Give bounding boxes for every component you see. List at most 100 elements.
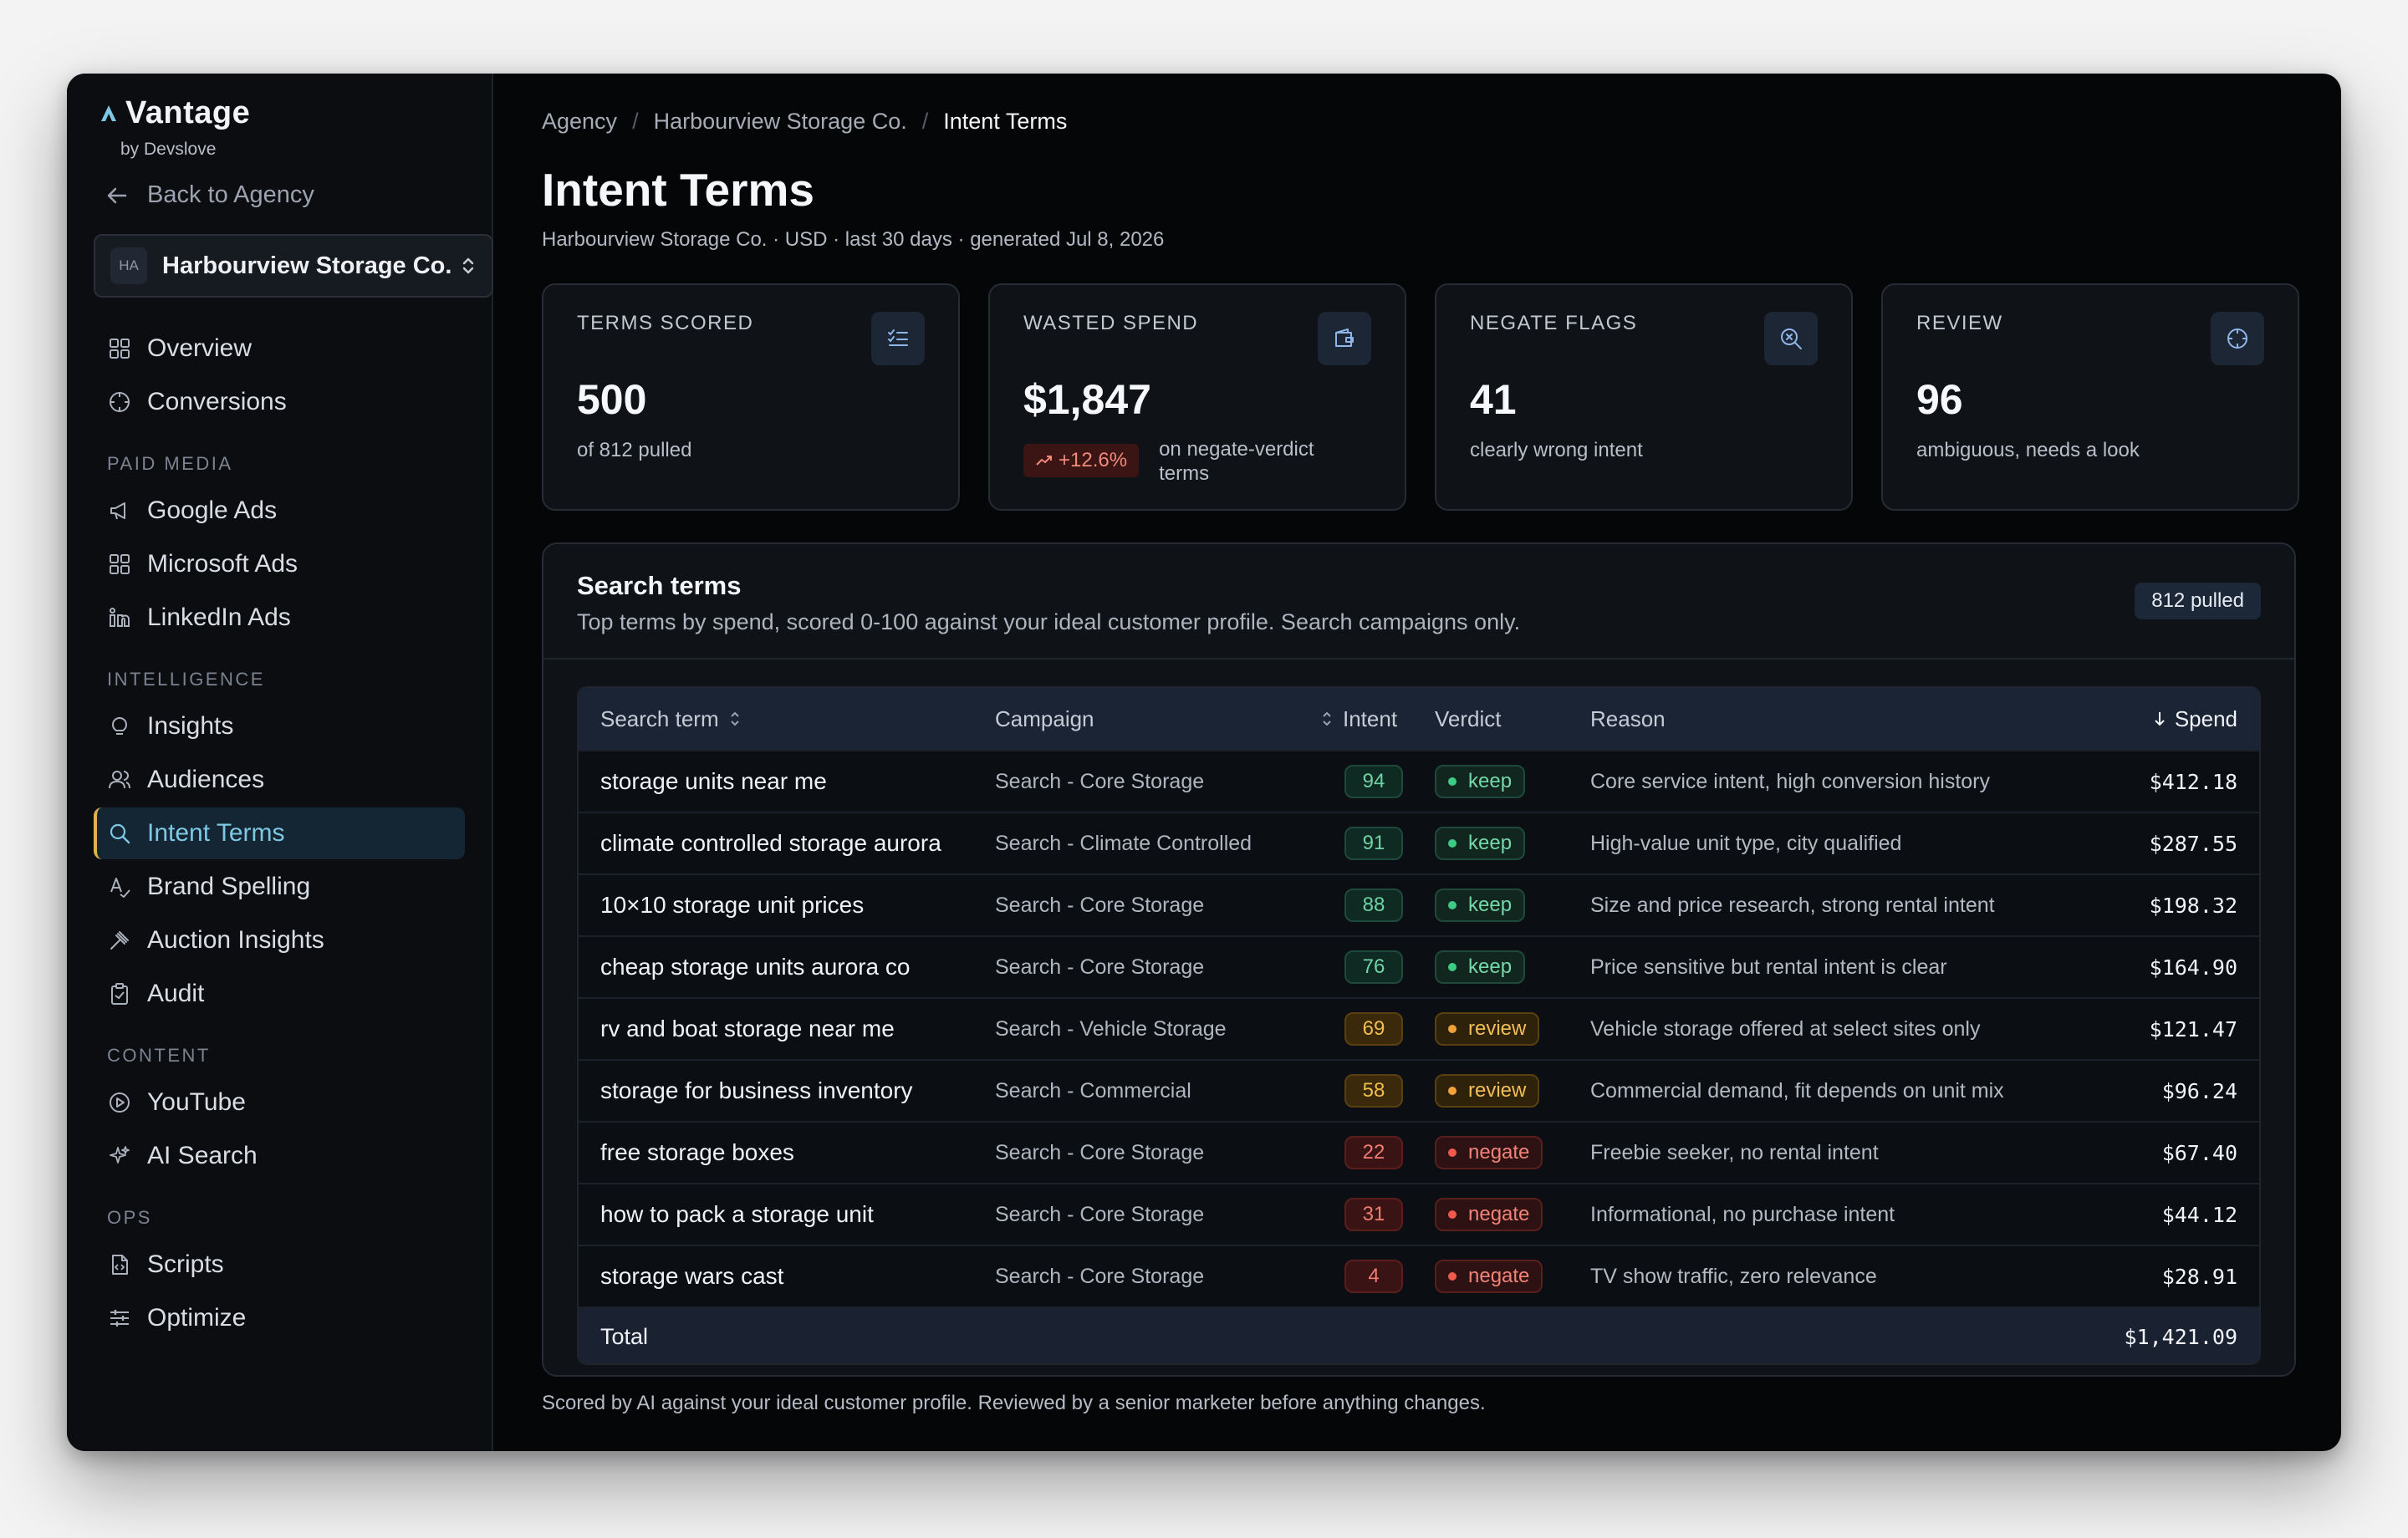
table-row[interactable]: climate controlled storage aurora Search … — [579, 812, 2259, 873]
table-row[interactable]: rv and boat storage near me Search - Vehi… — [579, 997, 2259, 1059]
sidebar-item-google-ads[interactable]: Google Ads — [94, 485, 465, 537]
verdict-badge[interactable]: keep — [1435, 889, 1526, 922]
sidebar-item-auction-insights[interactable]: Auction Insights — [94, 914, 465, 966]
intent-score-badge: 69 — [1344, 1012, 1403, 1046]
search-icon — [107, 821, 132, 846]
account-name: Harbourview Storage Co. — [162, 252, 452, 279]
sidebar-item-audit[interactable]: Audit — [94, 968, 465, 1020]
cell-verdict: keep — [1426, 765, 1590, 798]
breadcrumb-account[interactable]: Harbourview Storage Co. — [653, 109, 907, 134]
col-campaign[interactable]: Campaign — [995, 705, 1094, 731]
cell-reason: Core service intent, high conversion his… — [1590, 769, 1991, 793]
crosshair-icon — [2211, 312, 2264, 365]
verdict-badge[interactable]: keep — [1435, 950, 1526, 984]
sidebar-item-audiences[interactable]: Audiences — [94, 754, 465, 806]
sidebar-item-label: Microsoft Ads — [147, 550, 298, 578]
account-switcher[interactable]: HA Harbourview Storage Co. — [94, 234, 493, 298]
table-row[interactable]: free storage boxes Search - Core Storage 2… — [579, 1121, 2259, 1183]
verdict-badge[interactable]: negate — [1435, 1198, 1543, 1231]
col-label: Intent — [1343, 705, 1398, 731]
table-body: storage units near me Search - Core Stora… — [579, 750, 2259, 1306]
brand[interactable]: Vantage — [99, 95, 478, 131]
card-foot-row: +12.6% on negate-verdict terms — [1023, 437, 1371, 486]
sidebar-item-youtube[interactable]: YouTube — [94, 1077, 465, 1128]
sort-updown-icon — [730, 711, 739, 726]
account-avatar: HA — [110, 247, 147, 284]
cell-search-term: 10×10 storage unit prices — [600, 892, 865, 918]
verdict-badge[interactable]: keep — [1435, 827, 1526, 860]
section-intelligence: INTELLIGENCE — [107, 669, 265, 690]
arrow-down-icon — [2155, 712, 2165, 726]
breadcrumb-agency[interactable]: Agency — [542, 109, 618, 134]
verdict-badge[interactable]: keep — [1435, 765, 1526, 798]
table-row[interactable]: storage units near me Search - Core Stora… — [579, 750, 2259, 812]
verdict-label: review — [1468, 1017, 1527, 1040]
table-row[interactable]: storage wars cast Search - Core Storage 4 n… — [579, 1245, 2259, 1306]
cell-campaign: Search - Core Storage — [995, 1264, 1205, 1288]
brand-name: Vantage — [125, 95, 251, 130]
total-row: Total $1,421.09 — [579, 1306, 2259, 1363]
footnote: Scored by AI against your ideal customer… — [542, 1392, 1486, 1414]
page-title: Intent Terms — [542, 164, 814, 216]
card-label: REVIEW — [1916, 312, 2003, 334]
sidebar-item-conversions[interactable]: Conversions — [94, 376, 465, 428]
status-dot — [1448, 963, 1457, 971]
verdict-badge[interactable]: review — [1435, 1012, 1540, 1046]
main-content: Agency / Harbourview Storage Co. / Inten… — [493, 74, 2341, 1451]
page-subtitle: Harbourview Storage Co. · USD · last 30 … — [542, 228, 1165, 251]
table-row[interactable]: storage for business inventory Search - C… — [579, 1059, 2259, 1121]
col-intent[interactable]: Intent — [1321, 706, 1426, 732]
sidebar-item-insights[interactable]: Insights — [94, 700, 465, 752]
status-dot — [1448, 839, 1457, 848]
verdict-label: keep — [1468, 832, 1513, 854]
table-row[interactable]: cheap storage units aurora co Search - Co… — [579, 935, 2259, 997]
cell-reason: Commercial demand, fit depends on unit m… — [1590, 1078, 2004, 1103]
intent-score-badge: 4 — [1344, 1260, 1403, 1293]
cell-campaign: Search - Core Storage — [995, 769, 1205, 793]
card-foot: clearly wrong intent — [1470, 439, 1643, 461]
sidebar-item-overview[interactable]: Overview — [94, 323, 465, 374]
sidebar-item-optimize[interactable]: Optimize — [94, 1292, 465, 1344]
gavel-icon — [107, 928, 132, 953]
col-search-term[interactable]: Search term — [579, 706, 995, 732]
verdict-label: review — [1468, 1079, 1527, 1102]
col-reason[interactable]: Reason — [1590, 705, 1666, 731]
sidebar-item-ai-search[interactable]: AI Search — [94, 1130, 465, 1182]
sidebar-item-label: Intent Terms — [147, 819, 285, 847]
verdict-badge[interactable]: review — [1435, 1074, 1540, 1108]
sidebar: Vantage by Devslove Back to Agency HA Ha… — [67, 74, 493, 1451]
card-review: REVIEW 96 ambiguous, needs a look — [1881, 283, 2299, 511]
card-value: $1,847 — [1023, 376, 1151, 423]
search-x-icon — [1764, 312, 1818, 365]
cell-verdict: keep — [1426, 827, 1590, 860]
cell-reason: Price sensitive but rental intent is cle… — [1590, 955, 1947, 979]
cell-reason: Informational, no purchase intent — [1590, 1202, 1895, 1226]
verdict-badge[interactable]: negate — [1435, 1136, 1543, 1169]
total-value: $1,421.09 — [2124, 1324, 2237, 1349]
sidebar-item-microsoft-ads[interactable]: Microsoft Ads — [94, 538, 465, 590]
table-row[interactable]: how to pack a storage unit Search - Core … — [579, 1183, 2259, 1245]
sidebar-item-linkedin-ads[interactable]: LinkedIn Ads — [94, 592, 465, 644]
sidebar-item-brand-spelling[interactable]: Brand Spelling — [94, 861, 465, 913]
cell-search-term: free storage boxes — [600, 1139, 794, 1165]
cell-reason: TV show traffic, zero relevance — [1590, 1264, 1877, 1288]
cell-verdict: negate — [1426, 1198, 1590, 1231]
sidebar-item-label: Insights — [147, 712, 234, 740]
card-label: NEGATE FLAGS — [1470, 312, 1638, 334]
cell-search-term: cheap storage units aurora co — [600, 954, 911, 980]
col-spend[interactable]: Spend — [2109, 706, 2259, 732]
sidebar-item-label: LinkedIn Ads — [147, 603, 291, 631]
cell-campaign: Search - Core Storage — [995, 1140, 1205, 1164]
breadcrumb-current: Intent Terms — [943, 109, 1068, 134]
sidebar-item-scripts[interactable]: Scripts — [94, 1239, 465, 1291]
table-row[interactable]: 10×10 storage unit prices Search - Core S… — [579, 873, 2259, 935]
cell-campaign: Search - Climate Controlled — [995, 831, 1252, 855]
back-label: Back to Agency — [147, 181, 314, 208]
sidebar-item-intent-terms[interactable]: Intent Terms — [94, 807, 465, 859]
sidebar-item-label: Optimize — [147, 1304, 247, 1332]
status-dot — [1448, 1210, 1457, 1219]
back-to-agency-link[interactable]: Back to Agency — [105, 181, 478, 209]
col-verdict[interactable]: Verdict — [1435, 705, 1502, 731]
verdict-badge[interactable]: negate — [1435, 1260, 1543, 1293]
table-header: Search term Campaign Intent Verdict Reas… — [579, 688, 2259, 750]
